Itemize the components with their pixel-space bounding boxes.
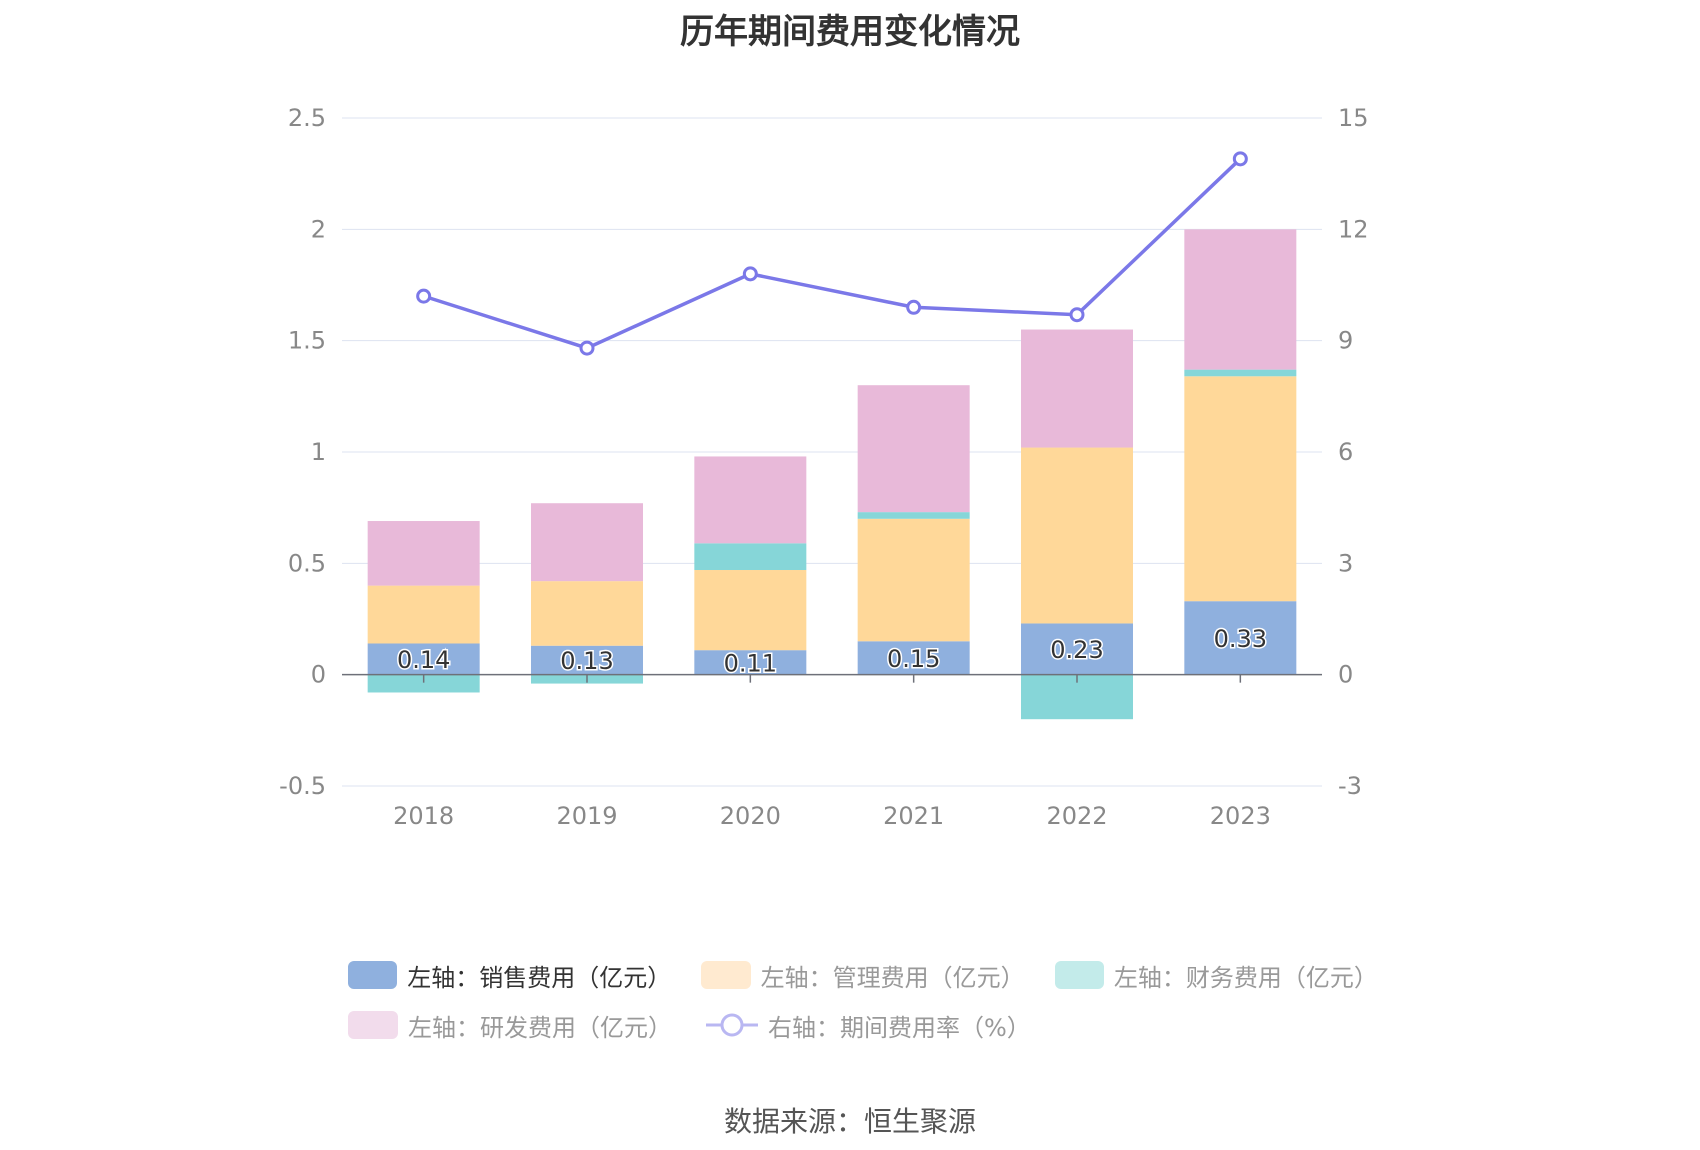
legend-label-sales: 左轴：销售费用（亿元） bbox=[407, 963, 672, 992]
chart-plot: -0.5 0 0.5 1 1.5 2 2.5 -3 0 3 6 9 12 15 2018 2019 2020 20… bbox=[279, 104, 1368, 830]
bar-admin-2019[interactable] bbox=[531, 581, 643, 646]
x-tick-label: 2018 bbox=[393, 802, 454, 830]
legend-label-rate: 右轴：期间费用率（%） bbox=[768, 1013, 1031, 1042]
bar-admin-2020[interactable] bbox=[694, 570, 807, 651]
bar-rnd-2020[interactable] bbox=[694, 456, 807, 544]
point-rate-2018[interactable] bbox=[416, 288, 432, 304]
bar-sales-2019[interactable] bbox=[531, 645, 643, 675]
bar-admin-2022[interactable] bbox=[1021, 447, 1133, 624]
data-label-sales: 0.33 bbox=[1214, 625, 1267, 653]
bar-finance-2020[interactable] bbox=[694, 543, 807, 571]
x-tick-label: 2021 bbox=[883, 802, 944, 830]
bar-admin-2021[interactable] bbox=[857, 518, 970, 642]
y-left-tick-label: 1 bbox=[311, 438, 326, 466]
x-tick-label: 2023 bbox=[1210, 802, 1271, 830]
line-layer bbox=[416, 151, 1248, 356]
data-label-sales: 0.13 bbox=[560, 647, 613, 675]
legend-label-finance: 左轴：财务费用（亿元） bbox=[1113, 963, 1378, 992]
y-left-tick-label: -0.5 bbox=[279, 772, 326, 800]
bar-rnd-2018[interactable] bbox=[367, 521, 480, 586]
data-label-sales: 0.11 bbox=[724, 649, 777, 677]
bar-sales-2018[interactable] bbox=[367, 643, 480, 675]
bar-rnd-2021[interactable] bbox=[857, 385, 970, 513]
axis-layer: -0.5 0 0.5 1 1.5 2 2.5 -3 0 3 6 9 12 15 2018 2019 2020 20… bbox=[279, 104, 1368, 830]
bar-sales-2020[interactable] bbox=[694, 650, 807, 675]
legend-item-admin[interactable]: 左轴：管理费用（亿元） bbox=[701, 958, 1025, 993]
point-rate-2019[interactable] bbox=[579, 340, 595, 356]
bar-sales-2023[interactable] bbox=[1184, 601, 1297, 675]
legend-item-finance[interactable]: 左轴：财务费用（亿元） bbox=[1054, 958, 1378, 993]
legend-item-sales[interactable]: 左轴：销售费用（亿元） bbox=[348, 958, 672, 993]
legend-swatch-rnd bbox=[348, 1011, 398, 1039]
bar-sales-2022[interactable] bbox=[1021, 623, 1133, 675]
data-label-sales: 0.23 bbox=[1050, 636, 1103, 664]
y-left-tick-label: 0 bbox=[311, 661, 326, 689]
legend: 左轴：销售费用（亿元） 左轴：管理费用（亿元） 左轴：财务费用（亿元） 左轴：研… bbox=[348, 950, 1408, 1050]
y-left-tick-label: 0.5 bbox=[288, 549, 326, 577]
point-rate-2023[interactable] bbox=[1232, 151, 1248, 167]
bar-rnd-2019[interactable] bbox=[531, 503, 643, 582]
y-right-tick-label: 0 bbox=[1338, 661, 1353, 689]
line-rate bbox=[423, 157, 1242, 350]
x-tick-label: 2022 bbox=[1046, 802, 1107, 830]
y-left-tick-label: 2.5 bbox=[288, 104, 326, 132]
y-right-tick-label: 9 bbox=[1338, 327, 1353, 355]
y-right-tick-label: 15 bbox=[1338, 104, 1369, 132]
legend-label-rnd: 左轴：研发费用（亿元） bbox=[408, 1013, 672, 1042]
legend-swatch-sales bbox=[348, 961, 398, 989]
chart-title: 历年期间费用变化情况 bbox=[680, 12, 1020, 52]
y-right-tick-label: 3 bbox=[1338, 549, 1353, 577]
bar-finance-2021[interactable] bbox=[857, 512, 970, 519]
legend-label-admin: 左轴：管理费用（亿元） bbox=[760, 963, 1025, 992]
bar-rnd-2023[interactable] bbox=[1184, 229, 1297, 370]
legend-swatch-admin bbox=[701, 961, 751, 989]
y-right-tick-label: -3 bbox=[1338, 772, 1362, 800]
y-right-tick-label: 12 bbox=[1338, 215, 1369, 243]
y-left-tick-label: 1.5 bbox=[288, 327, 326, 355]
y-right-tick-label: 6 bbox=[1338, 438, 1353, 466]
legend-item-rate[interactable]: 右轴：期间费用率（%） bbox=[706, 1008, 1031, 1043]
x-tick-label: 2019 bbox=[556, 802, 617, 830]
bar-admin-2023[interactable] bbox=[1184, 376, 1297, 602]
y-left-tick-label: 2 bbox=[311, 215, 326, 243]
bar-rnd-2022[interactable] bbox=[1021, 329, 1133, 448]
bar-admin-2018[interactable] bbox=[367, 585, 480, 644]
bar-finance-2023[interactable] bbox=[1184, 369, 1297, 377]
bar-sales-2021[interactable] bbox=[857, 641, 970, 675]
legend-swatch-finance bbox=[1054, 961, 1104, 989]
data-label-sales: 0.14 bbox=[397, 646, 450, 674]
legend-line-rate-icon bbox=[706, 1013, 758, 1037]
point-rate-2021[interactable] bbox=[906, 299, 922, 315]
x-tick-label: 2020 bbox=[720, 802, 781, 830]
data-label-sales: 0.15 bbox=[887, 645, 940, 673]
grid-layer bbox=[342, 117, 1322, 787]
bar-layer bbox=[367, 229, 1297, 720]
legend-item-rnd[interactable]: 左轴：研发费用（亿元） bbox=[348, 1008, 672, 1043]
data-source: 数据来源：恒生聚源 bbox=[723, 1105, 976, 1138]
point-rate-2020[interactable] bbox=[742, 266, 758, 282]
point-rate-2022[interactable] bbox=[1069, 307, 1085, 323]
label-layer: 0.14 0.13 0.11 0.15 0.23 0.33 bbox=[395, 623, 1268, 678]
bar-finance-2018[interactable] bbox=[367, 674, 480, 693]
